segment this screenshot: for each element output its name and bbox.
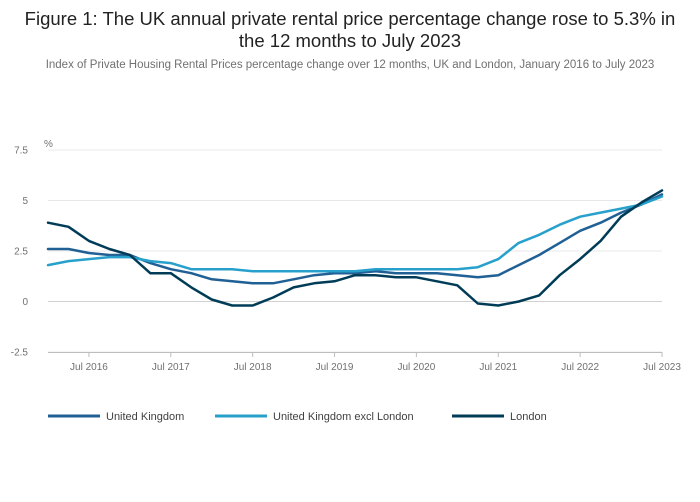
x-tick-label: Jul 2022	[561, 362, 599, 373]
x-tick-label: Jul 2019	[316, 362, 354, 373]
legend-label: London	[510, 411, 547, 423]
y-tick-label: 7.5	[14, 146, 28, 157]
x-tick-label: Jul 2017	[152, 362, 190, 373]
series-lines	[46, 189, 664, 307]
y-tick-label: 2.5	[14, 247, 28, 258]
chart-subtitle: Index of Private Housing Rental Prices p…	[45, 59, 655, 71]
y-tick-label: -2.5	[11, 348, 29, 359]
x-tick-label: Jul 2021	[479, 362, 517, 373]
x-axis: Jul 2016 Jul 2017 Jul 2018 Jul 2019 Jul 2020…	[48, 352, 681, 373]
series-line-1	[46, 195, 664, 273]
y-tick-label: 0	[22, 297, 28, 308]
legend-label: United Kingdom excl London	[273, 411, 414, 423]
x-tick-label: Jul 2020	[397, 362, 435, 373]
y-axis-label: %	[44, 139, 53, 150]
series-line-0	[46, 193, 664, 285]
x-tick-label: Jul 2023	[643, 362, 681, 373]
series-line-2	[46, 189, 664, 307]
y-tick-label: 5	[22, 196, 28, 207]
legend: United Kingdom United Kingdom excl London…	[48, 411, 547, 423]
y-tick-labels: -2.5 0 2.5 5 7.5	[11, 146, 29, 359]
x-tick-label: Jul 2016	[70, 362, 108, 373]
x-tick-label: Jul 2018	[234, 362, 272, 373]
legend-label: United Kingdom	[106, 411, 184, 423]
chart-title: Figure 1: The UK annual private rental p…	[24, 8, 676, 51]
grid-lines	[48, 149, 662, 353]
